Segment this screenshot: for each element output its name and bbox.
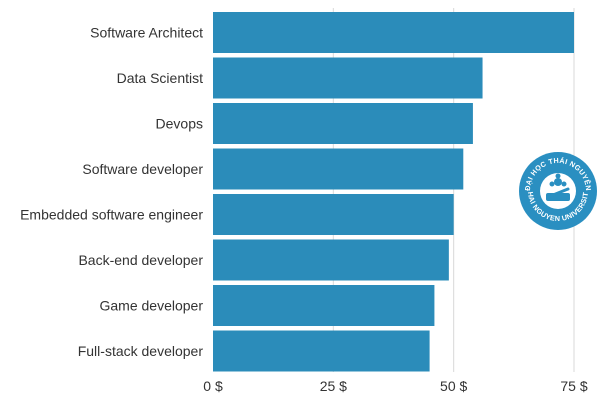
category-label: Full-stack developer [78, 343, 204, 359]
category-label: Embedded software engineer [20, 207, 203, 223]
x-axis-tick-labels: 0 $ 25 $ 50 $ 75 $ [203, 378, 588, 394]
category-label: Devops [156, 116, 203, 132]
category-label: Data Scientist [117, 70, 203, 86]
bar-data-scientist [213, 57, 483, 99]
x-tick-label-50: 50 $ [440, 378, 467, 394]
category-labels: Software Architect Data Scientist Devops So… [20, 25, 203, 360]
bar-back-end-developer [213, 239, 449, 281]
category-label: Back-end developer [78, 252, 203, 268]
bar-game-developer [213, 285, 435, 326]
bar-embedded-software-engineer [213, 194, 454, 235]
logo-emblem-icon [540, 173, 576, 209]
bar-devops [213, 103, 473, 144]
bar-software-developer [213, 148, 464, 190]
category-label: Software Architect [90, 25, 203, 41]
bar-software-architect [213, 12, 574, 53]
university-logo-watermark: ĐẠI HỌC THÁI NGUYÊN THAI NGUYEN UNIVERSI… [515, 144, 598, 231]
category-label: Game developer [99, 298, 203, 314]
x-tick-label-25: 25 $ [320, 378, 347, 394]
category-label: Software developer [82, 161, 203, 177]
x-tick-label-0: 0 $ [203, 378, 223, 394]
bar-full-stack-developer [213, 330, 430, 372]
bars [213, 12, 574, 372]
x-tick-label-75: 75 $ [560, 378, 587, 394]
